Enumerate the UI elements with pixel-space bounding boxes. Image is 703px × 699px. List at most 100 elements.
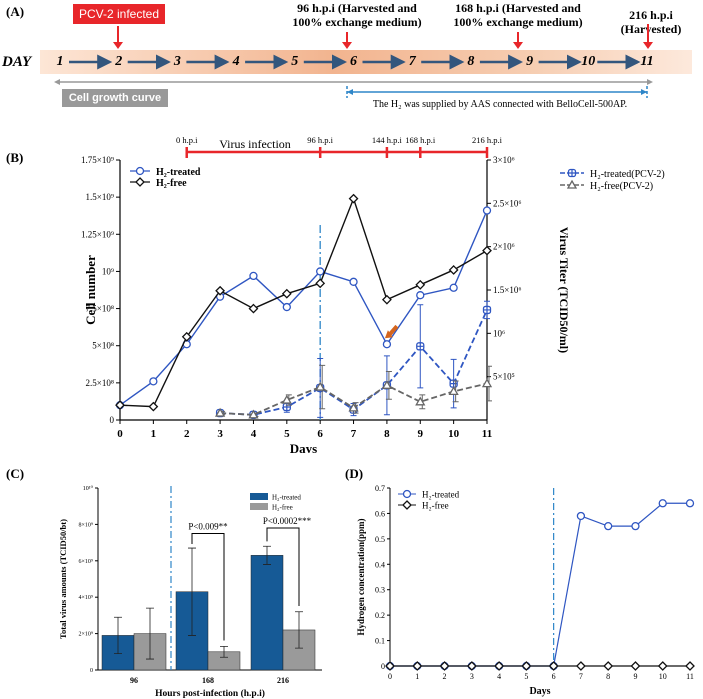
error-bar (146, 607, 154, 660)
error-bar (114, 616, 122, 655)
data-point (181, 331, 192, 342)
x-tick-label: 10 (448, 428, 460, 440)
y-tick-label: 0.1 (375, 637, 385, 646)
day-label: 3 (173, 54, 181, 69)
data-point (315, 381, 326, 391)
x-tick-label: 11 (686, 672, 694, 681)
y-tick-label: 0 (90, 668, 93, 674)
growth-curve-label: Cell growth curve (62, 89, 168, 107)
day-label: 7 (408, 54, 416, 69)
y-axis-title: Cell number (83, 255, 98, 325)
data-point (416, 291, 425, 300)
data-point (148, 401, 159, 412)
x-tick-label: 9 (418, 428, 424, 440)
day-label: 2 (115, 54, 123, 69)
y-tick-label: 0.5 (375, 535, 385, 544)
y-axis-title: Total virus amounts (TCID50/bt) (58, 519, 68, 639)
series-0 (385, 499, 695, 671)
data-point (521, 661, 532, 671)
x-tick-label: 1 (151, 428, 157, 440)
day-label: 6 (350, 54, 357, 69)
x-tick-label: 11 (482, 428, 492, 440)
day-label: 11 (640, 54, 654, 69)
x-tick-label: 6 (552, 672, 556, 681)
y-tick-label: 1.25×10⁹ (81, 229, 114, 239)
x-tick-label: 3 (217, 428, 223, 440)
data-point (685, 499, 695, 508)
error-bar (188, 547, 196, 636)
legend-marker (402, 489, 412, 499)
data-point (482, 206, 492, 215)
infection-tick-label: 216 h.p.i (472, 135, 503, 145)
y2-axis-title: Virus Titer (TCID50/ml) (557, 227, 571, 353)
event-96-label: 96 h.p.i (Harvested and 100% exchange me… (292, 1, 422, 29)
data-point (415, 279, 426, 290)
x-tick-label: 8 (606, 672, 610, 681)
error-bar (263, 545, 271, 565)
data-point (349, 277, 358, 286)
y-axis-title: Hydrogen concentration(ppm) (356, 518, 366, 635)
y-tick-label: 10⁹ (102, 266, 114, 276)
data-point (348, 193, 359, 204)
data-point (657, 661, 668, 671)
day-label: 9 (526, 54, 534, 69)
y-tick-label: 0.6 (375, 509, 385, 518)
y-tick-label: 0 (381, 662, 385, 671)
data-point (448, 265, 459, 275)
y-tick-label: 0.7 (375, 484, 385, 493)
data-point (281, 288, 292, 299)
infection-title: Virus infection (219, 137, 291, 151)
legend-swatch (250, 503, 268, 510)
legend-label: H₂-free (156, 178, 187, 189)
infection-arrow-head (113, 42, 123, 49)
x-tick-label: 3 (470, 672, 474, 681)
legend-label: H₂-treated (156, 167, 201, 178)
data-point (248, 303, 259, 314)
series-2 (215, 300, 492, 419)
data-point (466, 661, 477, 671)
day-label: 5 (291, 54, 299, 69)
data-point (548, 661, 559, 671)
y-tick-label: 8×10⁹ (79, 522, 93, 528)
y2-tick-label: 10⁶ (493, 328, 505, 338)
data-point (281, 394, 292, 404)
significance-label: P<0.009** (188, 522, 228, 532)
x-tick-label: 2 (443, 672, 447, 681)
error-bar (295, 611, 303, 649)
legend-marker (135, 166, 145, 176)
infection-tick-label: 168 h.p.i (405, 135, 436, 145)
data-point (603, 661, 614, 671)
event-168-label: 168 h.p.i (Harvested and 100% exchange m… (453, 1, 583, 29)
highlight-arrow (388, 324, 399, 336)
x-axis-title: Hours post-infection (h.p.i) (155, 688, 265, 699)
data-point (630, 661, 641, 671)
series-0 (115, 206, 492, 410)
data-point (449, 283, 458, 292)
timeline-graphic (40, 24, 692, 98)
h2-supply-label: The H₂ was supplied by AAS connected wit… (372, 99, 628, 110)
legend-right: H₂-treated(PCV-2)H₂-free(PCV-2) (560, 168, 665, 192)
x-tick-label: 10 (659, 672, 667, 681)
x-tick-label: 9 (633, 672, 637, 681)
infection-tick-label: 144 h.p.i (372, 135, 403, 145)
panel-label-d: (D) (345, 466, 364, 481)
data-point (631, 521, 640, 531)
series-line (119, 196, 488, 408)
y-tick-label: 2×10⁹ (79, 632, 93, 638)
data-point (685, 661, 695, 671)
significance-bracket (266, 527, 300, 606)
data-point (215, 285, 226, 296)
y2-tick-label: 3×10⁶ (493, 155, 515, 165)
legend-marker (566, 179, 578, 189)
significance-bracket (191, 533, 225, 641)
panel-label-b: (B) (6, 150, 24, 165)
series-line (390, 502, 690, 667)
significance-label: P<0.0002*** (263, 516, 312, 526)
series-line (220, 309, 488, 416)
x-tick-label: 168 (202, 676, 214, 685)
x-tick-label: 1 (415, 672, 419, 681)
x-tick-label: 4 (497, 672, 501, 681)
x-tick-label: 8 (384, 428, 390, 440)
y-tick-label: 1.5×10⁹ (86, 192, 114, 202)
y-tick-label: 0.4 (375, 560, 385, 569)
